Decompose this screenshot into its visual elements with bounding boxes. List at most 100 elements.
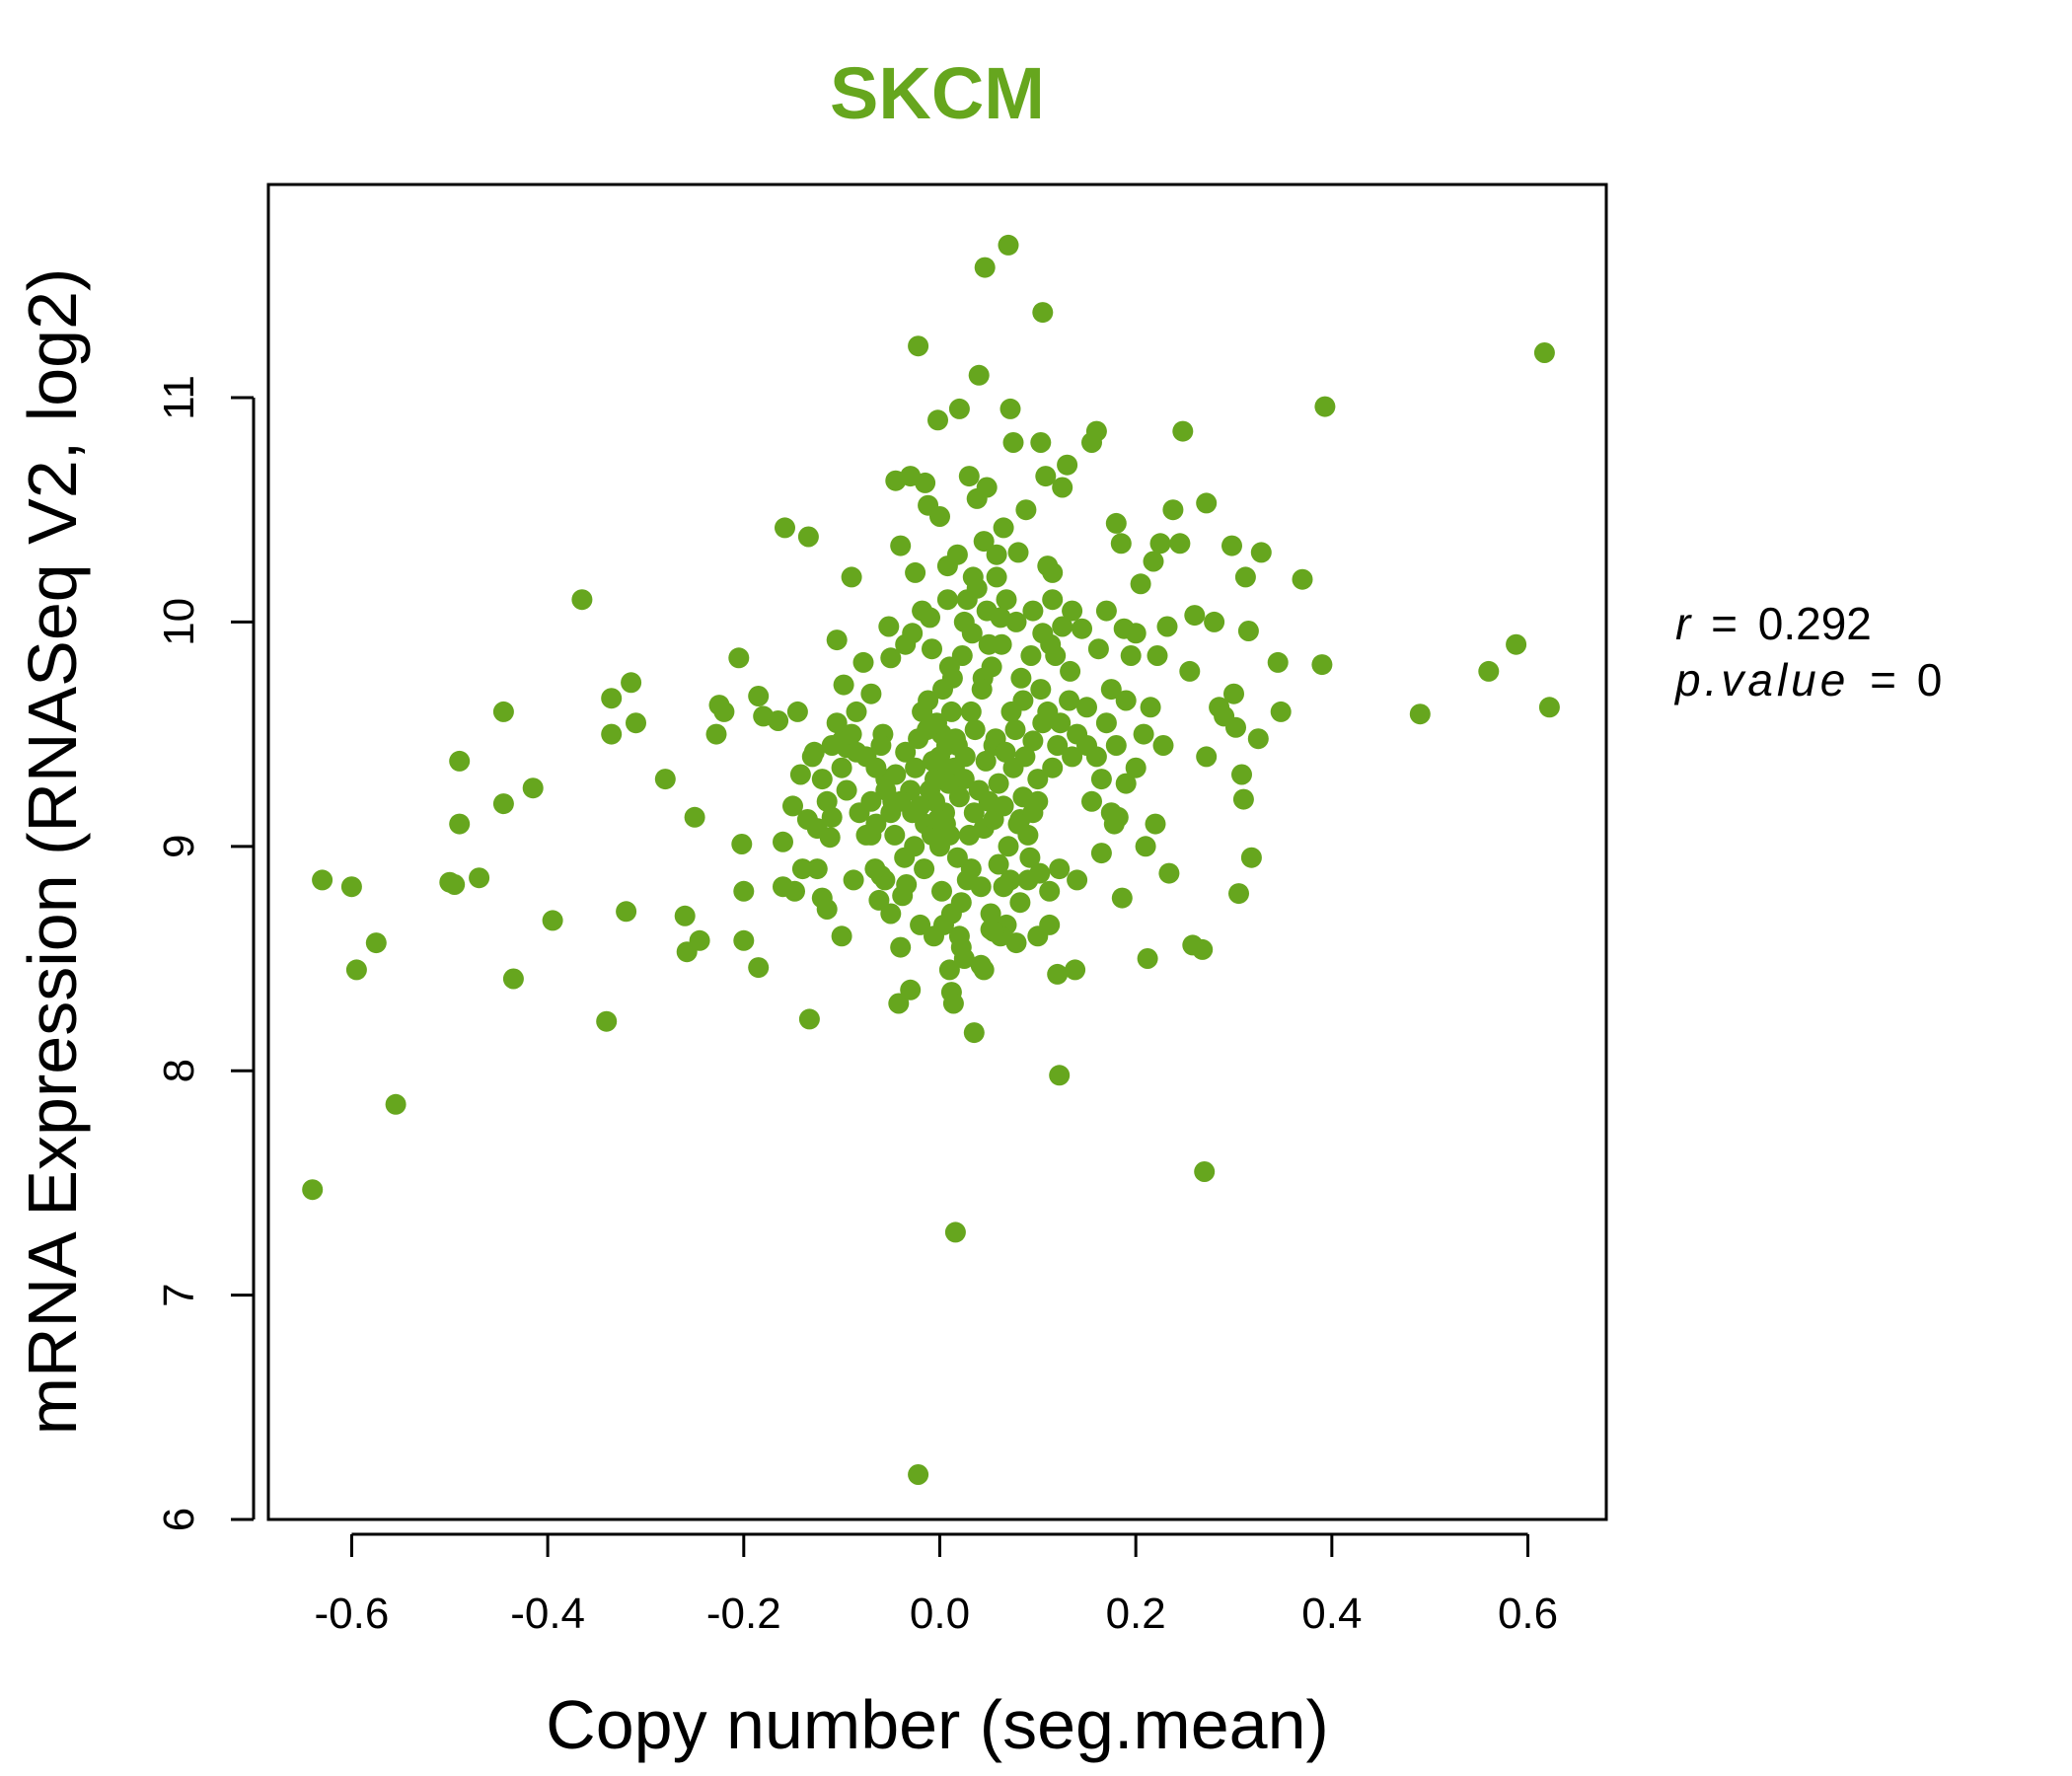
data-point-338 bbox=[944, 728, 966, 750]
y-tick-label-2: 8 bbox=[155, 1059, 203, 1082]
data-point-175 bbox=[1137, 948, 1158, 969]
data-point-328 bbox=[1022, 600, 1044, 622]
data-point-205 bbox=[1240, 847, 1262, 868]
data-point-119 bbox=[974, 257, 996, 278]
data-point-148 bbox=[1049, 1065, 1071, 1086]
data-point-12 bbox=[492, 793, 514, 815]
data-point-155 bbox=[1072, 618, 1092, 639]
data-point-38 bbox=[768, 710, 789, 731]
data-point-181 bbox=[1152, 735, 1174, 756]
data-point-16 bbox=[571, 589, 593, 611]
data-point-53 bbox=[816, 899, 838, 920]
data-point-200 bbox=[1228, 883, 1249, 905]
data-point-289 bbox=[1029, 862, 1051, 884]
data-point-273 bbox=[1020, 645, 1042, 666]
p-label: p.value bbox=[1673, 654, 1849, 705]
x-tick-label-1: -0.4 bbox=[510, 1590, 585, 1638]
data-point-349 bbox=[953, 948, 975, 969]
data-point-190 bbox=[1192, 938, 1214, 960]
data-point-180 bbox=[1149, 533, 1171, 555]
data-point-259 bbox=[870, 735, 892, 756]
data-point-280 bbox=[924, 925, 944, 947]
data-point-46 bbox=[791, 858, 813, 880]
data-point-106 bbox=[948, 398, 970, 419]
data-point-246 bbox=[1017, 824, 1039, 846]
data-point-61 bbox=[841, 566, 862, 588]
data-point-257 bbox=[880, 802, 902, 824]
data-point-95 bbox=[927, 409, 948, 431]
data-point-39 bbox=[773, 831, 793, 852]
data-point-86 bbox=[905, 561, 926, 583]
data-point-115 bbox=[968, 364, 990, 386]
data-point-124 bbox=[986, 544, 1007, 565]
data-point-127 bbox=[993, 517, 1014, 539]
data-point-278 bbox=[931, 880, 952, 902]
data-point-331 bbox=[1052, 616, 1073, 637]
data-point-301 bbox=[1095, 712, 1117, 734]
data-point-67 bbox=[860, 683, 882, 704]
data-point-308 bbox=[841, 723, 862, 745]
data-point-142 bbox=[1035, 466, 1057, 487]
x-tick-label-3: 0.0 bbox=[910, 1590, 970, 1638]
plot-frame bbox=[266, 183, 1608, 1521]
data-point-320 bbox=[976, 600, 998, 622]
data-point-110 bbox=[958, 466, 980, 487]
data-point-44 bbox=[786, 701, 808, 722]
data-point-170 bbox=[1120, 645, 1142, 666]
data-point-141 bbox=[1032, 302, 1054, 324]
data-point-34 bbox=[733, 929, 755, 951]
data-point-316 bbox=[816, 790, 838, 812]
data-point-295 bbox=[884, 824, 906, 846]
x-axis-label: Copy number (seg.mean) bbox=[546, 1686, 1329, 1763]
data-point-306 bbox=[1090, 769, 1112, 790]
data-point-133 bbox=[1007, 542, 1029, 563]
data-point-15 bbox=[542, 910, 563, 931]
data-point-341 bbox=[908, 728, 929, 750]
data-point-310 bbox=[821, 735, 843, 756]
data-point-268 bbox=[971, 679, 993, 701]
data-point-327 bbox=[946, 544, 968, 565]
data-point-183 bbox=[1158, 862, 1180, 884]
data-point-111 bbox=[960, 701, 982, 722]
data-point-270 bbox=[991, 633, 1012, 655]
r-equals: = bbox=[1711, 598, 1738, 649]
data-point-27 bbox=[689, 929, 710, 951]
data-point-45 bbox=[789, 764, 811, 785]
data-point-351 bbox=[993, 876, 1014, 898]
data-point-343 bbox=[975, 750, 997, 772]
data-point-179 bbox=[1147, 645, 1168, 666]
p-statistic: p.value = 0 bbox=[1673, 654, 1942, 705]
data-point-100 bbox=[936, 589, 958, 611]
data-point-22 bbox=[626, 712, 646, 734]
data-point-169 bbox=[1115, 773, 1137, 794]
data-point-171 bbox=[1125, 623, 1147, 644]
data-point-347 bbox=[1014, 746, 1036, 768]
x-tick-label-0: -0.6 bbox=[315, 1590, 390, 1638]
data-point-262 bbox=[855, 824, 877, 846]
data-point-82 bbox=[896, 874, 918, 895]
data-point-265 bbox=[918, 690, 939, 711]
data-point-197 bbox=[1221, 535, 1242, 556]
data-point-17 bbox=[596, 1010, 618, 1032]
data-point-78 bbox=[888, 993, 910, 1014]
data-point-272 bbox=[1010, 667, 1032, 689]
data-point-319 bbox=[966, 577, 988, 599]
data-point-31 bbox=[728, 647, 750, 669]
data-point-311 bbox=[811, 769, 833, 790]
data-point-153 bbox=[1065, 959, 1086, 981]
data-point-322 bbox=[996, 589, 1017, 611]
data-point-167 bbox=[1111, 887, 1133, 909]
data-point-291 bbox=[1049, 858, 1071, 880]
data-point-235 bbox=[963, 802, 985, 824]
data-point-87 bbox=[908, 335, 929, 357]
data-point-113 bbox=[963, 1022, 985, 1044]
x-axis: -0.6 -0.4 -0.2 0.0 0.2 0.4 0.6 bbox=[315, 1532, 1558, 1638]
x-tick-label-6: 0.6 bbox=[1498, 1590, 1558, 1638]
data-point-191 bbox=[1194, 1161, 1216, 1182]
data-point-2 bbox=[340, 876, 362, 898]
data-point-176 bbox=[1140, 697, 1161, 718]
data-point-234 bbox=[905, 757, 926, 778]
data-point-283 bbox=[970, 876, 992, 898]
data-point-206 bbox=[1247, 728, 1269, 750]
